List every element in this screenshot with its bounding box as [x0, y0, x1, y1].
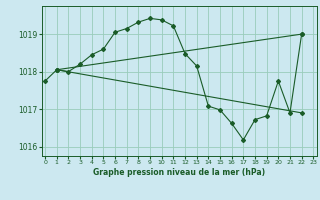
X-axis label: Graphe pression niveau de la mer (hPa): Graphe pression niveau de la mer (hPa) — [93, 168, 265, 177]
